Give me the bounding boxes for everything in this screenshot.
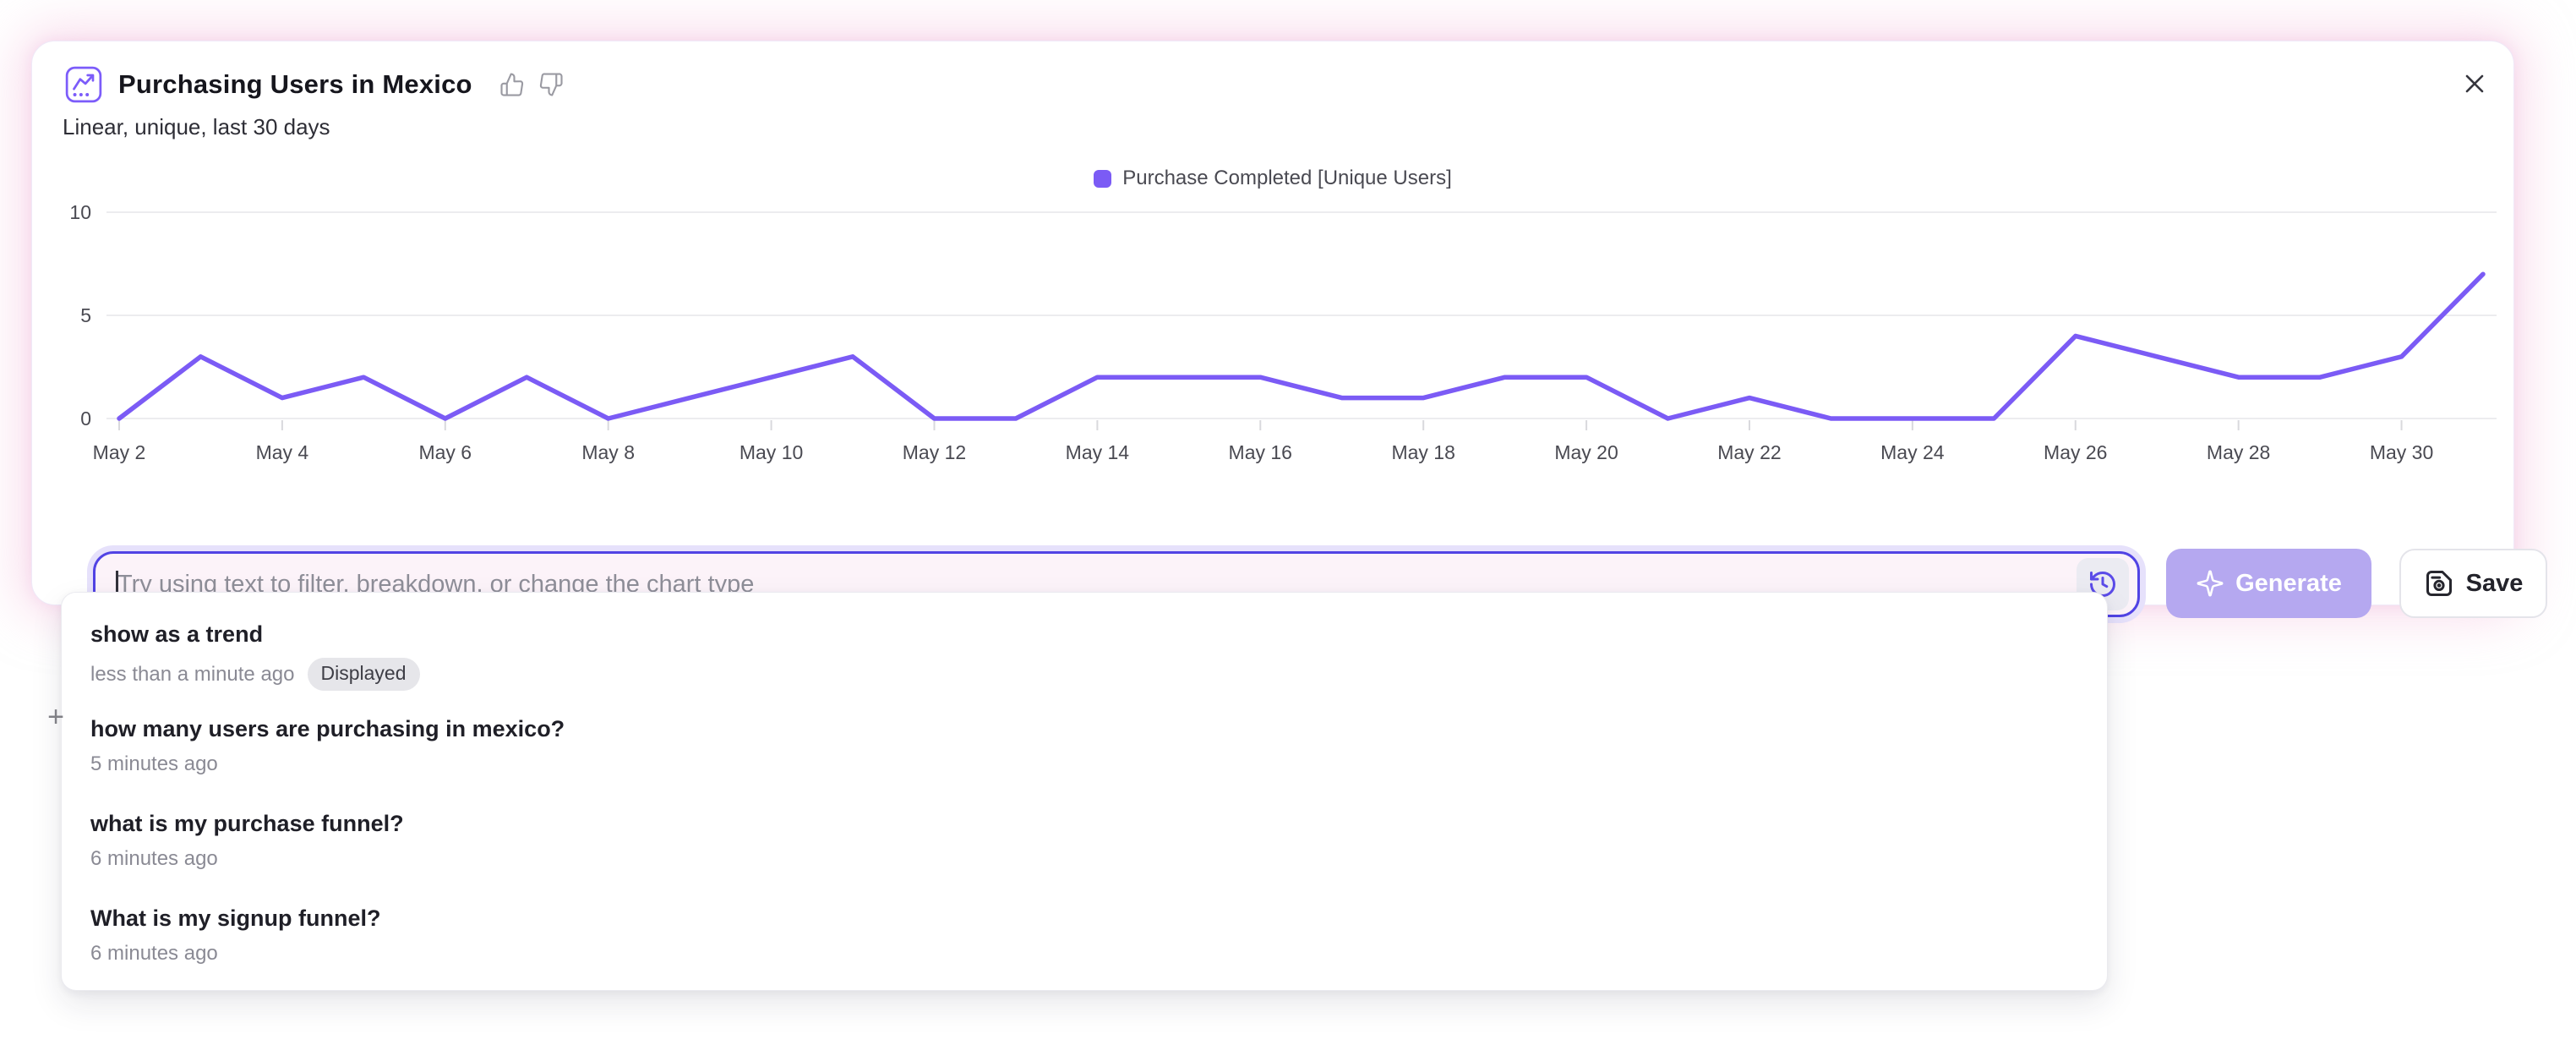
svg-text:May 10: May 10 bbox=[740, 441, 803, 463]
legend-swatch bbox=[1094, 169, 1112, 188]
history-item[interactable]: What is my signup funnel? 6 minutes ago bbox=[90, 895, 2107, 990]
svg-text:May 6: May 6 bbox=[418, 441, 472, 463]
thumbs-down-icon[interactable] bbox=[538, 72, 564, 97]
history-dropdown: show as a trend less than a minute ago D… bbox=[61, 592, 2108, 991]
history-item-query: how many users are purchasing in mexico? bbox=[90, 716, 565, 741]
svg-text:May 18: May 18 bbox=[1391, 441, 1454, 463]
displayed-badge: Displayed bbox=[307, 658, 420, 691]
svg-text:May 26: May 26 bbox=[2044, 441, 2107, 463]
generate-button[interactable]: Generate bbox=[2166, 549, 2371, 618]
ai-chart-card: Purchasing Users in Mexico Linear, uniqu… bbox=[31, 41, 2547, 618]
history-item-time: 6 minutes ago bbox=[90, 942, 218, 965]
history-item-query: What is my signup funnel? bbox=[90, 905, 381, 931]
svg-text:May 30: May 30 bbox=[2370, 441, 2433, 463]
svg-text:May 28: May 28 bbox=[2207, 441, 2270, 463]
mouse-cursor-artifact: + bbox=[47, 701, 64, 733]
card-header: Purchasing Users in Mexico bbox=[64, 65, 564, 104]
svg-text:May 8: May 8 bbox=[581, 441, 635, 463]
legend-label: Purchase Completed [Unique Users] bbox=[1122, 167, 1452, 189]
history-item[interactable]: how many users are purchasing in mexico?… bbox=[90, 706, 2107, 801]
thumbs-up-icon[interactable] bbox=[499, 72, 525, 97]
svg-text:May 16: May 16 bbox=[1229, 441, 1292, 463]
line-chart: 0 5 10 May 2 May 4 May 6 May 8 May 10 May 12 May … bbox=[69, 201, 2497, 463]
svg-text:May 14: May 14 bbox=[1066, 441, 1130, 463]
svg-text:May 24: May 24 bbox=[1880, 441, 1945, 463]
svg-text:May 20: May 20 bbox=[1554, 441, 1618, 463]
history-item-time: 5 minutes ago bbox=[90, 752, 218, 775]
svg-text:May 2: May 2 bbox=[93, 441, 146, 463]
chart-plot-area[interactable]: 0 5 10 May 2 May 4 May 6 May 8 May 10 May 12 May … bbox=[32, 161, 2515, 474]
history-item[interactable]: what is my purchase funnel? 6 minutes ag… bbox=[90, 801, 2107, 895]
svg-text:0: 0 bbox=[80, 408, 91, 429]
chart-legend[interactable]: Purchase Completed [Unique Users] bbox=[1094, 167, 1452, 190]
history-item-time: less than a minute ago bbox=[90, 662, 295, 686]
chart-subtitle: Linear, unique, last 30 days bbox=[63, 114, 330, 140]
generate-label: Generate bbox=[2235, 569, 2342, 597]
svg-text:May 12: May 12 bbox=[903, 441, 966, 463]
svg-text:5: 5 bbox=[80, 304, 91, 326]
save-icon bbox=[2426, 571, 2452, 596]
history-item-query: show as a trend bbox=[90, 621, 264, 647]
line-chart-icon bbox=[65, 66, 102, 103]
page-title: Purchasing Users in Mexico bbox=[118, 69, 472, 99]
sparkle-icon bbox=[2197, 570, 2224, 597]
history-item-time: 6 minutes ago bbox=[90, 847, 218, 870]
history-item[interactable]: show as a trend less than a minute ago D… bbox=[90, 611, 2107, 706]
svg-text:May 22: May 22 bbox=[1717, 441, 1781, 463]
save-label: Save bbox=[2465, 569, 2524, 597]
text-caret bbox=[116, 571, 118, 603]
close-icon[interactable] bbox=[2459, 68, 2490, 99]
svg-text:10: 10 bbox=[69, 201, 91, 223]
history-item-query: what is my purchase funnel? bbox=[90, 811, 404, 836]
save-button[interactable]: Save bbox=[2399, 549, 2547, 618]
svg-text:May 4: May 4 bbox=[256, 441, 309, 463]
